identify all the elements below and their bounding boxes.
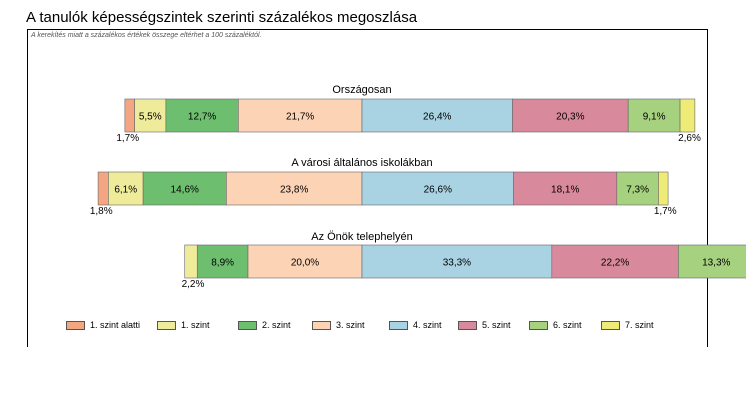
- group-title: A városi általános iskolákban: [291, 157, 432, 169]
- data-label: 1,7%: [654, 206, 677, 217]
- bar-segment: [512, 98, 629, 133]
- legend-swatch: [389, 320, 408, 330]
- legend-swatch: [66, 320, 85, 330]
- data-label: 5,5%: [139, 112, 162, 123]
- legend-label: 1. szint alatti: [90, 320, 141, 330]
- legend-item: 5. szint: [458, 318, 511, 332]
- data-label: 23,8%: [280, 185, 308, 196]
- bar-segment: [124, 98, 135, 133]
- legend-item: 7. szint: [601, 318, 654, 332]
- bar-segment: [658, 171, 669, 206]
- bar-segment: [142, 171, 227, 206]
- bar-segment: [361, 171, 514, 206]
- chart-title: A tanulók képességszintek szerinti száza…: [26, 9, 418, 26]
- legend-item: 4. szint: [389, 318, 442, 332]
- data-label: 20,3%: [556, 112, 584, 123]
- bar-segment: [616, 171, 659, 206]
- data-label: 14,6%: [171, 185, 199, 196]
- bar-segment: [551, 244, 679, 279]
- bar-segment: [247, 244, 363, 279]
- bar-segment: [679, 98, 696, 133]
- data-label: 1,8%: [90, 206, 113, 217]
- bar-segment: [184, 244, 198, 279]
- legend-label: 4. szint: [413, 320, 442, 330]
- data-label: 26,6%: [424, 185, 452, 196]
- legend-swatch: [238, 320, 257, 330]
- data-label: 7,3%: [626, 185, 649, 196]
- data-label: 33,3%: [443, 258, 471, 269]
- legend-swatch: [529, 320, 548, 330]
- data-label: 18,1%: [551, 185, 579, 196]
- legend-label: 3. szint: [336, 320, 365, 330]
- rounding-note: A kerekítés miatt a százalékos értékek ö…: [31, 32, 262, 39]
- legend-item: 1. szint: [157, 318, 210, 332]
- data-label: 22,2%: [601, 258, 629, 269]
- data-label: 13,3%: [702, 258, 730, 269]
- legend-swatch: [458, 320, 477, 330]
- chart-frame: [27, 29, 708, 347]
- legend-swatch: [312, 320, 331, 330]
- data-label: 21,7%: [286, 112, 314, 123]
- chart-legend: 1. szint alatti 1. szint 2. szint 3. szint 4…: [66, 318, 686, 334]
- group-title: Országosan: [332, 84, 391, 96]
- data-label: 6,1%: [114, 185, 137, 196]
- legend-label: 2. szint: [262, 320, 291, 330]
- legend-item: 2. szint: [238, 318, 291, 332]
- bar-segment: [627, 98, 681, 133]
- bar-segment: [165, 98, 239, 133]
- data-label: 1,7%: [116, 133, 139, 144]
- bar-segment: [361, 244, 553, 279]
- legend-item: 6. szint: [529, 318, 582, 332]
- data-label: 2,2%: [182, 279, 205, 290]
- bar-segment: [134, 98, 167, 133]
- legend-swatch: [601, 320, 620, 330]
- group-title: Az Önök telephelyén: [311, 231, 413, 243]
- legend-item: 3. szint: [312, 318, 365, 332]
- bar-segment: [361, 98, 513, 133]
- bar-segment: [513, 171, 618, 206]
- bar-segment: [238, 98, 363, 133]
- data-label: 26,4%: [423, 112, 451, 123]
- legend-swatch: [157, 320, 176, 330]
- data-label: 2,6%: [678, 133, 701, 144]
- data-label: 20,0%: [291, 258, 319, 269]
- bar-segment: [226, 171, 363, 206]
- legend-item: 1. szint alatti: [66, 318, 140, 332]
- legend-label: 7. szint: [625, 320, 654, 330]
- legend-label: 1. szint: [181, 320, 210, 330]
- data-label: 12,7%: [188, 112, 216, 123]
- bar-segment: [97, 171, 109, 206]
- legend-label: 5. szint: [482, 320, 511, 330]
- bar-segment: [678, 244, 746, 279]
- bar-segment: [196, 244, 249, 279]
- data-label: 9,1%: [643, 112, 666, 123]
- data-label: 8,9%: [211, 258, 234, 269]
- legend-label: 6. szint: [553, 320, 582, 330]
